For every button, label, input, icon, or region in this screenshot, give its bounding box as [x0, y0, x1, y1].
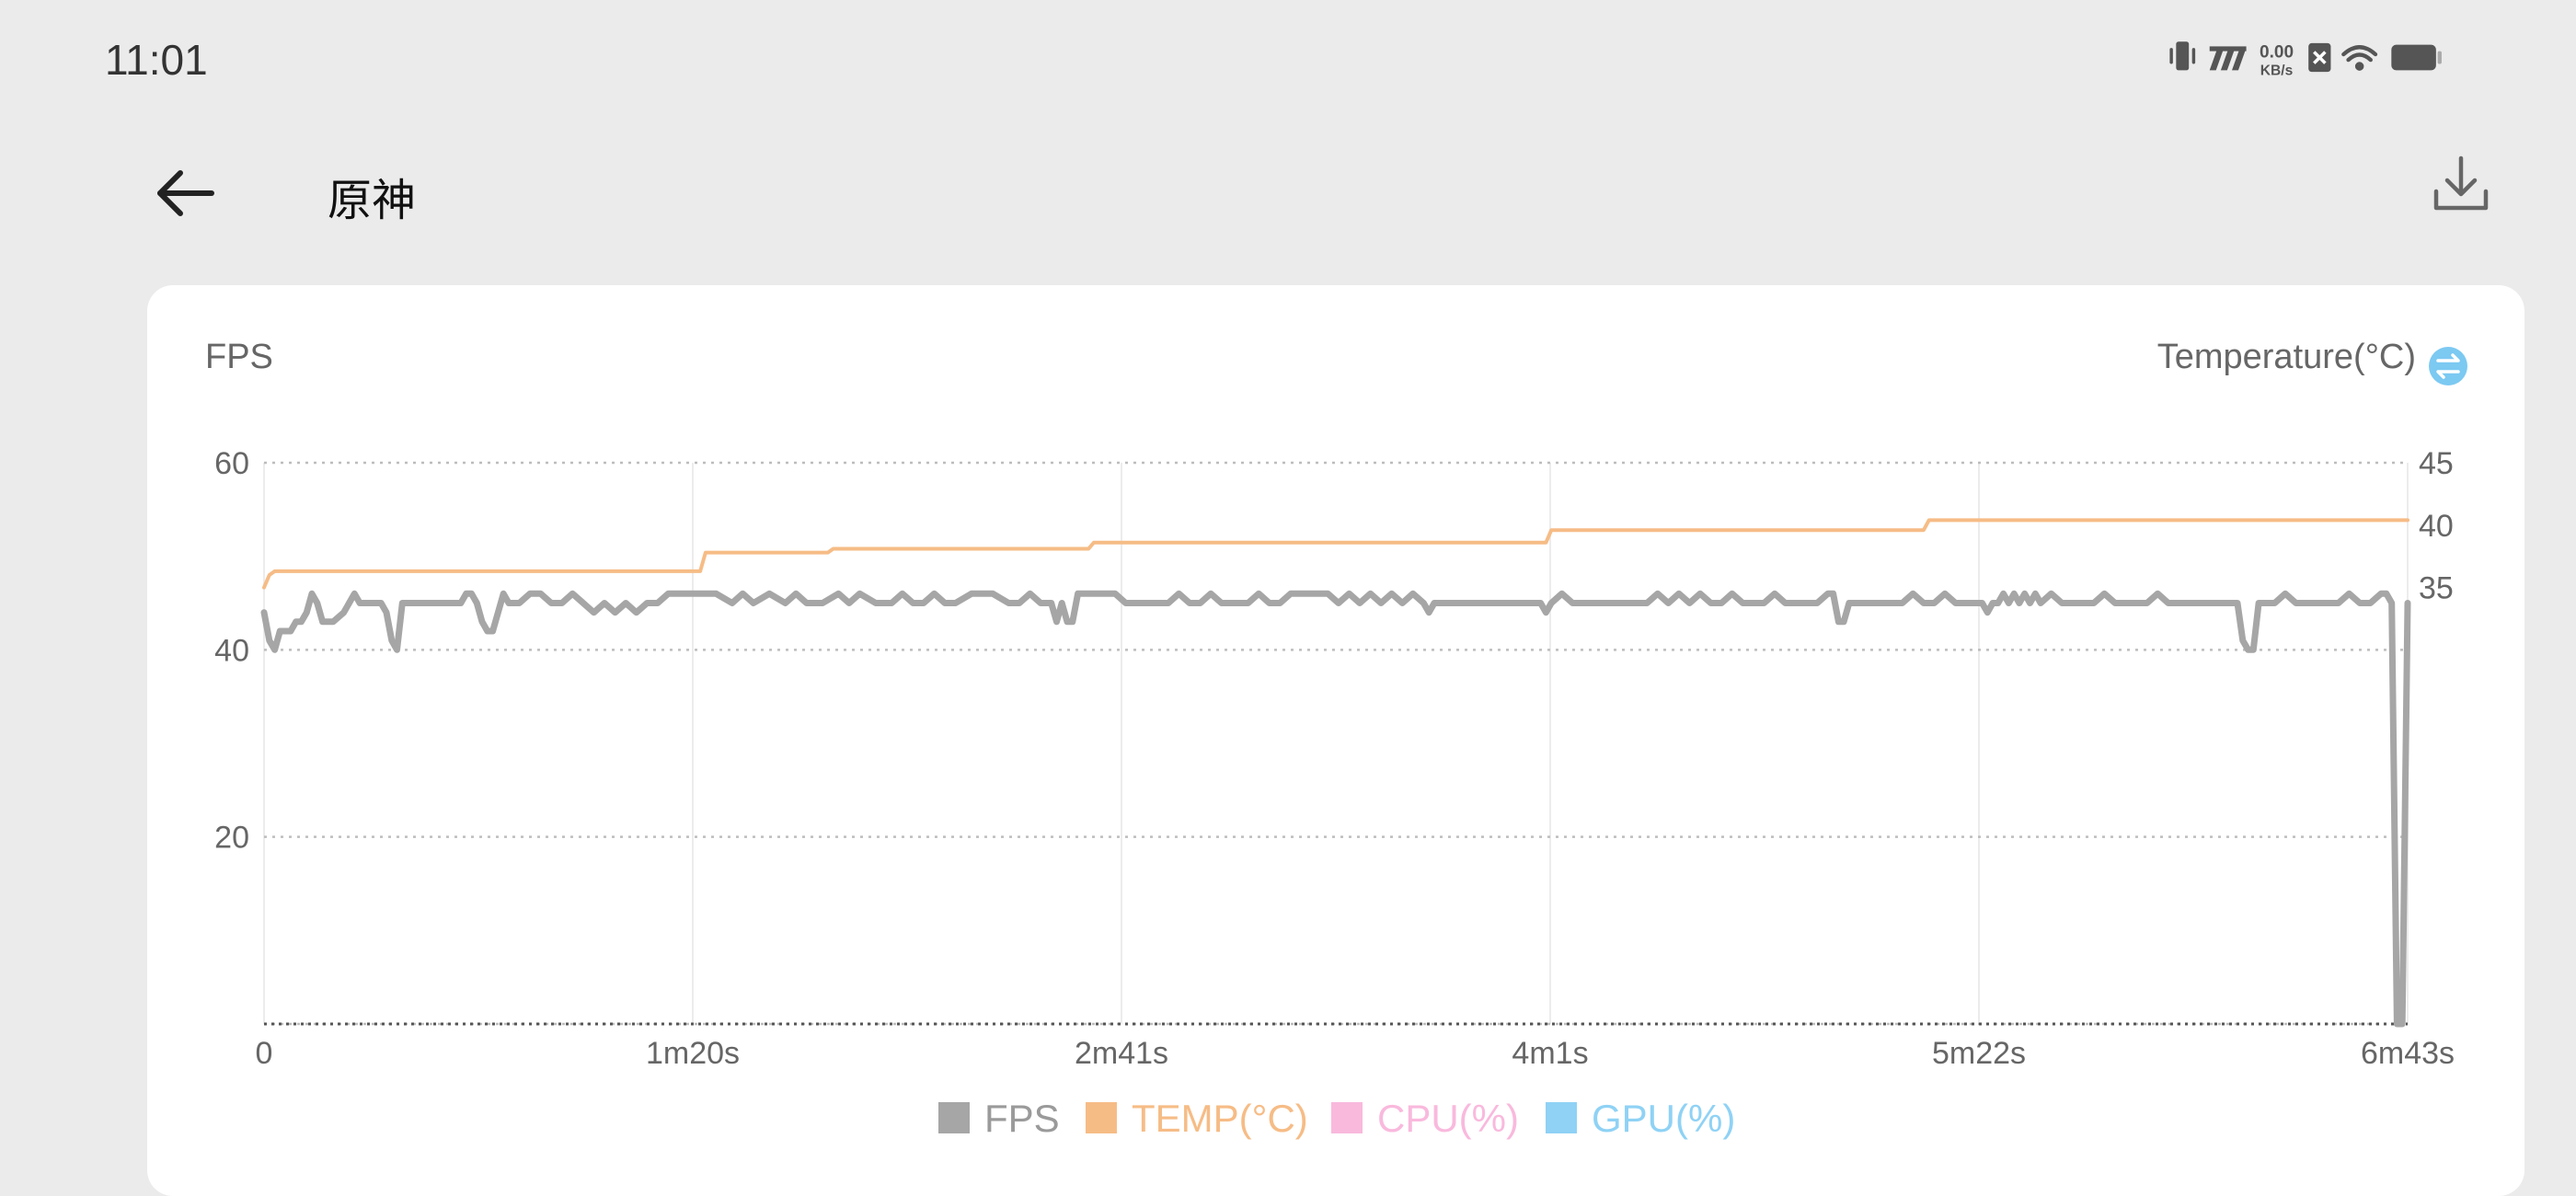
- download-icon: [2433, 155, 2489, 211]
- x-tick-label: 1m20s: [646, 1036, 740, 1071]
- status-icons: 0.00 KB/s: [2169, 41, 2442, 79]
- sim-x-icon: [2308, 42, 2331, 73]
- axis-ticks: 60 40 20 45 40 35 0 1m20s 2m41s 4m1s 5m22s 6m43s: [214, 446, 2455, 1071]
- grid: [263, 461, 2409, 1026]
- download-button[interactable]: [2429, 153, 2493, 217]
- page-title: 原神: [328, 175, 417, 226]
- header: 原神: [0, 120, 2576, 267]
- left-tick-label: 60: [214, 446, 249, 481]
- series: [260, 518, 2411, 1028]
- x-tick-label: 6m43s: [2361, 1036, 2455, 1071]
- net-speed-value: 0.00: [2260, 43, 2294, 63]
- legend-label: CPU(%): [1377, 1097, 1519, 1140]
- legend: FPS TEMP(°C) CPU(%) GPU(%): [938, 1097, 1735, 1140]
- wifi-icon: [2341, 45, 2378, 71]
- x-tick-label: 0: [256, 1036, 273, 1071]
- status-time: 11:01: [105, 36, 208, 84]
- swap-icon[interactable]: [2429, 347, 2467, 385]
- signal-icon: [2209, 46, 2247, 71]
- right-axis-label: Temperature(°C): [2157, 338, 2416, 376]
- battery-icon: [2391, 44, 2442, 71]
- fps-series-line: [260, 590, 2411, 1028]
- right-tick-label: 35: [2419, 571, 2454, 606]
- back-button[interactable]: [147, 156, 221, 230]
- x-tick-label: 5m22s: [1932, 1036, 2026, 1071]
- net-speed-unit: KB/s: [2260, 63, 2294, 79]
- status-bar: 11:01 0.00 KB/s: [0, 0, 2576, 120]
- legend-swatch: [1086, 1102, 1117, 1133]
- right-tick-label: 40: [2419, 509, 2454, 544]
- left-axis-label: FPS: [205, 338, 273, 376]
- legend-label: GPU(%): [1592, 1097, 1735, 1140]
- legend-label: TEMP(°C): [1132, 1097, 1308, 1140]
- x-tick-label: 4m1s: [1512, 1036, 1588, 1071]
- right-tick-label: 45: [2419, 446, 2454, 481]
- fps-temperature-chart: FPS Temperature(°C) 60 40 20 45 40 35 0 1m20s 2m…: [205, 338, 2467, 1140]
- chart-card: FPS Temperature(°C) 60 40 20 45 40 35 0 1m20s 2m…: [147, 285, 2524, 1196]
- vibrate-icon: [2169, 41, 2196, 71]
- temp-series-line: [262, 518, 2409, 590]
- legend-label: FPS: [984, 1097, 1060, 1140]
- legend-swatch: [1331, 1102, 1363, 1133]
- left-tick-label: 40: [214, 633, 249, 668]
- arrow-left-icon: [157, 170, 214, 216]
- legend-swatch: [1546, 1102, 1577, 1133]
- x-tick-label: 2m41s: [1075, 1036, 1168, 1071]
- legend-swatch: [938, 1102, 970, 1133]
- left-tick-label: 20: [214, 821, 249, 856]
